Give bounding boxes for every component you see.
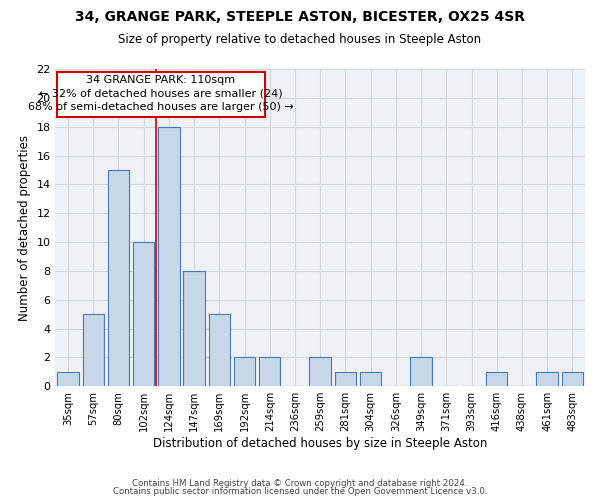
Text: Contains HM Land Registry data © Crown copyright and database right 2024.: Contains HM Land Registry data © Crown c… <box>132 478 468 488</box>
Bar <box>536 372 558 386</box>
Text: 34, GRANGE PARK, STEEPLE ASTON, BICESTER, OX25 4SR: 34, GRANGE PARK, STEEPLE ASTON, BICESTER… <box>75 10 525 24</box>
Bar <box>562 372 583 386</box>
Bar <box>234 358 255 386</box>
Bar <box>158 126 179 386</box>
Y-axis label: Number of detached properties: Number of detached properties <box>18 134 31 320</box>
Bar <box>184 271 205 386</box>
Text: Contains public sector information licensed under the Open Government Licence v3: Contains public sector information licen… <box>113 487 487 496</box>
Bar <box>108 170 129 386</box>
Bar <box>360 372 382 386</box>
Text: Size of property relative to detached houses in Steeple Aston: Size of property relative to detached ho… <box>118 32 482 46</box>
Bar <box>486 372 508 386</box>
Text: 34 GRANGE PARK: 110sqm: 34 GRANGE PARK: 110sqm <box>86 75 235 85</box>
Bar <box>83 314 104 386</box>
Bar <box>259 358 280 386</box>
Bar <box>410 358 432 386</box>
FancyBboxPatch shape <box>56 72 265 117</box>
Bar <box>209 314 230 386</box>
Bar <box>58 372 79 386</box>
X-axis label: Distribution of detached houses by size in Steeple Aston: Distribution of detached houses by size … <box>153 437 487 450</box>
Text: ← 32% of detached houses are smaller (24): ← 32% of detached houses are smaller (24… <box>39 88 283 99</box>
Bar <box>310 358 331 386</box>
Text: 68% of semi-detached houses are larger (50) →: 68% of semi-detached houses are larger (… <box>28 102 293 112</box>
Bar <box>335 372 356 386</box>
Bar <box>133 242 154 386</box>
